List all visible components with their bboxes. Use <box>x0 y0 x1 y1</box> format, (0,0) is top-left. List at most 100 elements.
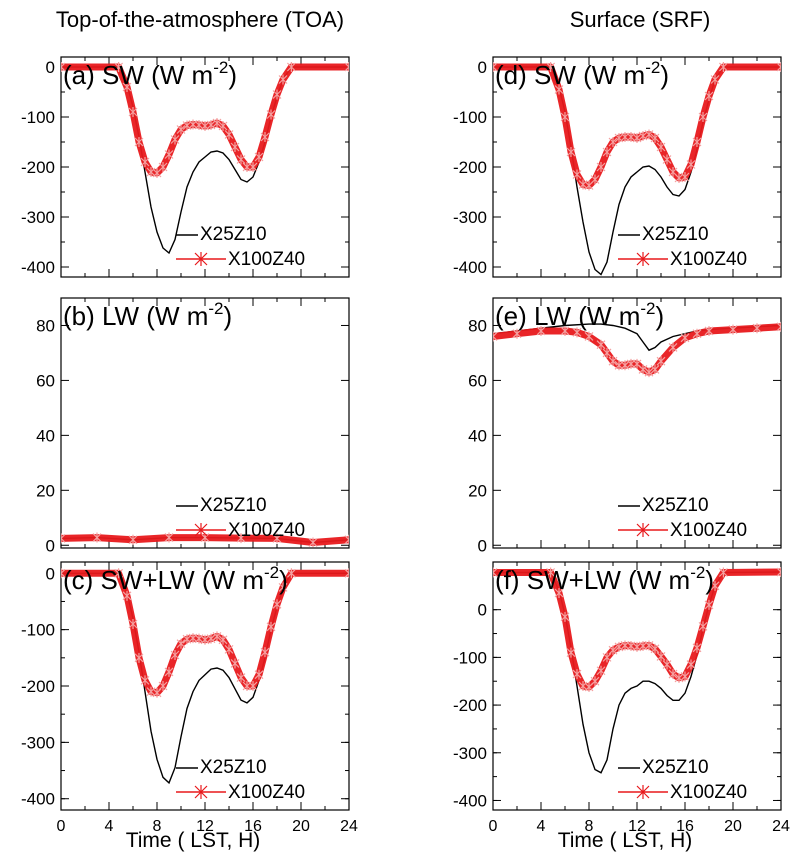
series-point-x100z40 <box>128 107 138 117</box>
series-point-x100z40 <box>493 331 498 342</box>
series-point-x100z40 <box>584 331 594 342</box>
series-point-x100z40 <box>572 327 582 338</box>
panel-title-tail: ) <box>656 301 665 331</box>
series-point-x100z40 <box>776 567 781 578</box>
panel-title-text: (a) SW (W m <box>63 60 213 90</box>
series-point-x100z40 <box>596 339 606 350</box>
y-tick-label: -100 <box>453 108 487 127</box>
x-tick-label: 12 <box>628 818 646 835</box>
series-point-x100z40 <box>164 149 174 160</box>
series-point-x100z40 <box>602 147 612 157</box>
series-point-x100z40 <box>546 62 556 72</box>
panel-title-superscript: -2 <box>264 563 279 582</box>
series-point-x100z40 <box>344 534 349 545</box>
series-point-x100z40 <box>254 152 264 162</box>
x-tick-label: 24 <box>340 818 358 835</box>
y-tick-label: 40 <box>468 426 487 445</box>
series-point-x100z40 <box>218 634 228 645</box>
y-tick-label: 60 <box>468 371 487 390</box>
series-point-x100z40 <box>560 325 570 336</box>
series-point-x100z40 <box>644 367 654 378</box>
y-tick-label: -300 <box>453 208 487 227</box>
y-tick-label: -300 <box>453 744 487 763</box>
series-point-x100z40 <box>164 666 174 677</box>
panel-title-tail: ) <box>279 565 288 595</box>
series-point-x100z40 <box>286 568 296 579</box>
panel-title-superscript: -2 <box>208 299 223 318</box>
series-line-x100z40 <box>493 323 781 376</box>
series-point-x100z40 <box>566 147 576 157</box>
series-point-x100z40 <box>236 672 246 683</box>
y-tick-label: -400 <box>453 258 487 277</box>
legend-marker-x100z40 <box>636 252 650 266</box>
series-point-x100z40 <box>114 62 124 72</box>
series-point-x100z40 <box>176 638 186 649</box>
series-point-x100z40 <box>710 74 720 85</box>
x-tick-label: 4 <box>537 818 546 835</box>
series-point-x100z40 <box>692 137 702 147</box>
legend-label-x100z40: X100Z40 <box>670 249 747 270</box>
series-point-x100z40 <box>218 121 228 131</box>
x-tick-label: 4 <box>105 818 114 835</box>
panel-title-tail: ) <box>224 301 233 331</box>
x-tick-label: 0 <box>57 818 66 835</box>
plot-area <box>493 321 781 378</box>
series-point-x100z40 <box>710 580 720 591</box>
series-point-x100z40 <box>718 567 728 578</box>
series-point-x100z40 <box>656 356 666 367</box>
y-tick-label: 40 <box>36 426 55 445</box>
x-tick-label: 12 <box>196 818 214 835</box>
series-point-x100z40 <box>512 328 522 339</box>
series-point-x100z40 <box>776 62 781 72</box>
plot-area <box>493 567 781 774</box>
series-point-x100z40 <box>698 621 708 632</box>
legend-label-x25z10: X25Z10 <box>642 224 709 245</box>
series-point-x100z40 <box>536 325 546 336</box>
plot-area <box>61 62 349 255</box>
legend-label-x25z10: X25Z10 <box>642 757 709 778</box>
series-point-x100z40 <box>560 611 570 622</box>
legend-label-x25z10: X25Z10 <box>200 495 267 516</box>
series-point-x100z40 <box>566 647 576 658</box>
series-point-x100z40 <box>680 332 690 343</box>
series-point-x100z40 <box>638 364 648 375</box>
series-point-x100z40 <box>206 120 216 130</box>
series-line-x25z10 <box>493 571 781 774</box>
series-point-x100z40 <box>128 619 138 629</box>
y-tick-label: -200 <box>21 158 55 177</box>
panel-title: (c) SW+LW (W m-2) <box>63 563 288 595</box>
series-point-x100z40 <box>286 62 296 72</box>
y-tick-label: -200 <box>453 158 487 177</box>
panel-title: (a) SW (W m-2) <box>63 58 237 90</box>
x-tick-label: 8 <box>585 818 594 835</box>
series-point-x100z40 <box>158 162 168 172</box>
series-point-x100z40 <box>230 142 240 152</box>
series-point-x100z40 <box>590 676 600 687</box>
y-tick-label: -400 <box>21 258 55 277</box>
series-point-x100z40 <box>656 651 666 662</box>
panel-title: (d) SW (W m-2) <box>495 58 669 90</box>
series-point-x100z40 <box>554 588 564 598</box>
y-tick-label: -200 <box>21 677 55 696</box>
series-point-x100z40 <box>692 328 702 339</box>
series-point-x100z40 <box>632 133 642 143</box>
y-tick-label: -100 <box>21 108 55 127</box>
x-axis-label: Time ( LST, H) <box>558 829 693 852</box>
series-point-x100z40 <box>680 671 690 682</box>
series-point-x100z40 <box>554 84 564 95</box>
legend-label-x100z40: X100Z40 <box>228 782 305 803</box>
series-point-x100z40 <box>272 89 282 100</box>
series-point-x100z40 <box>122 590 132 601</box>
y-tick-label: 60 <box>36 371 55 390</box>
series-point-x100z40 <box>596 162 606 172</box>
plot-area <box>61 568 349 785</box>
series-point-x100z40 <box>278 582 288 593</box>
series-point-x100z40 <box>92 532 102 543</box>
series-point-x100z40 <box>140 675 150 686</box>
series-point-x100z40 <box>128 534 138 545</box>
series-point-x100z40 <box>122 82 132 92</box>
x-tick-label: 0 <box>489 818 498 835</box>
series-point-x100z40 <box>650 133 660 143</box>
series-point-x100z40 <box>206 633 216 644</box>
